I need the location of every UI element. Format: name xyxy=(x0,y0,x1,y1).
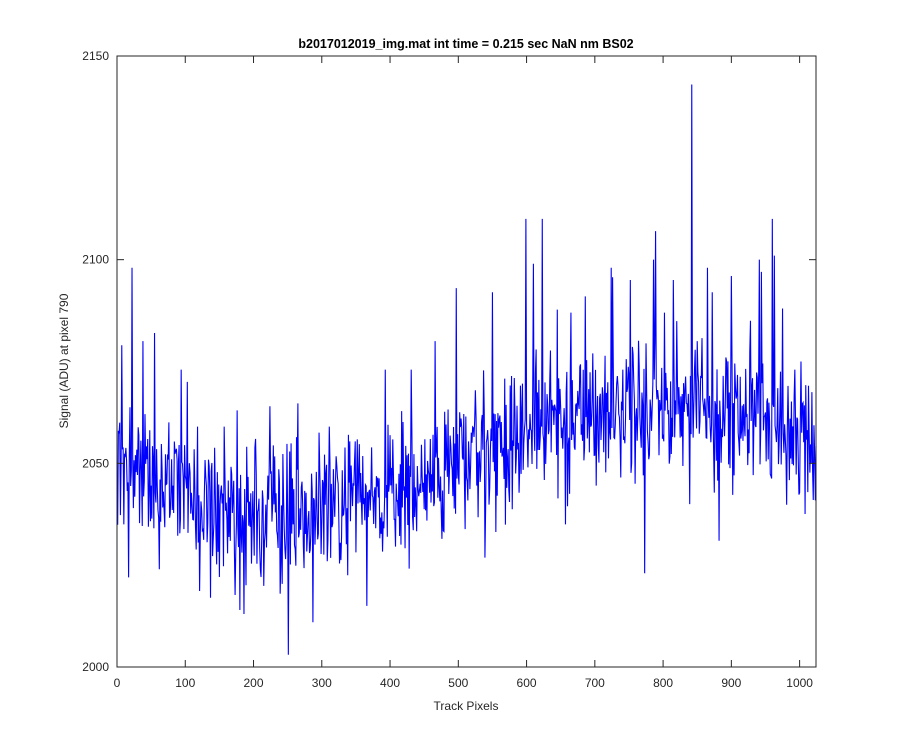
chart-title: b2017012019_img.mat int time = 0.215 sec… xyxy=(298,37,633,51)
x-tick-label: 200 xyxy=(244,676,264,690)
series-line xyxy=(117,84,817,655)
x-tick-label: 300 xyxy=(312,676,332,690)
y-axis-label: Signal (ADU) at pixel 790 xyxy=(57,293,71,428)
x-tick-label: 100 xyxy=(175,676,195,690)
y-tick-label: 2100 xyxy=(82,253,109,267)
x-tick-label: 0 xyxy=(114,676,121,690)
x-tick-label: 400 xyxy=(380,676,400,690)
tick-layer: 0 100 200 300 400 500 600 700 800 900 1000 2000 2050… xyxy=(82,49,816,690)
y-tick-label: 2050 xyxy=(82,456,109,470)
x-tick-label: 900 xyxy=(721,676,741,690)
x-tick-label: 1000 xyxy=(786,676,813,690)
x-axis-label: Track Pixels xyxy=(434,699,499,713)
series-layer xyxy=(117,84,817,655)
y-tick-label: 2000 xyxy=(82,660,109,674)
x-tick-label: 700 xyxy=(585,676,605,690)
plot-frame xyxy=(116,55,817,668)
x-tick-label: 600 xyxy=(517,676,537,690)
plot-area xyxy=(117,56,816,667)
y-tick-label: 2150 xyxy=(82,49,109,63)
x-tick-label: 500 xyxy=(448,676,468,690)
x-tick-label: 800 xyxy=(653,676,673,690)
